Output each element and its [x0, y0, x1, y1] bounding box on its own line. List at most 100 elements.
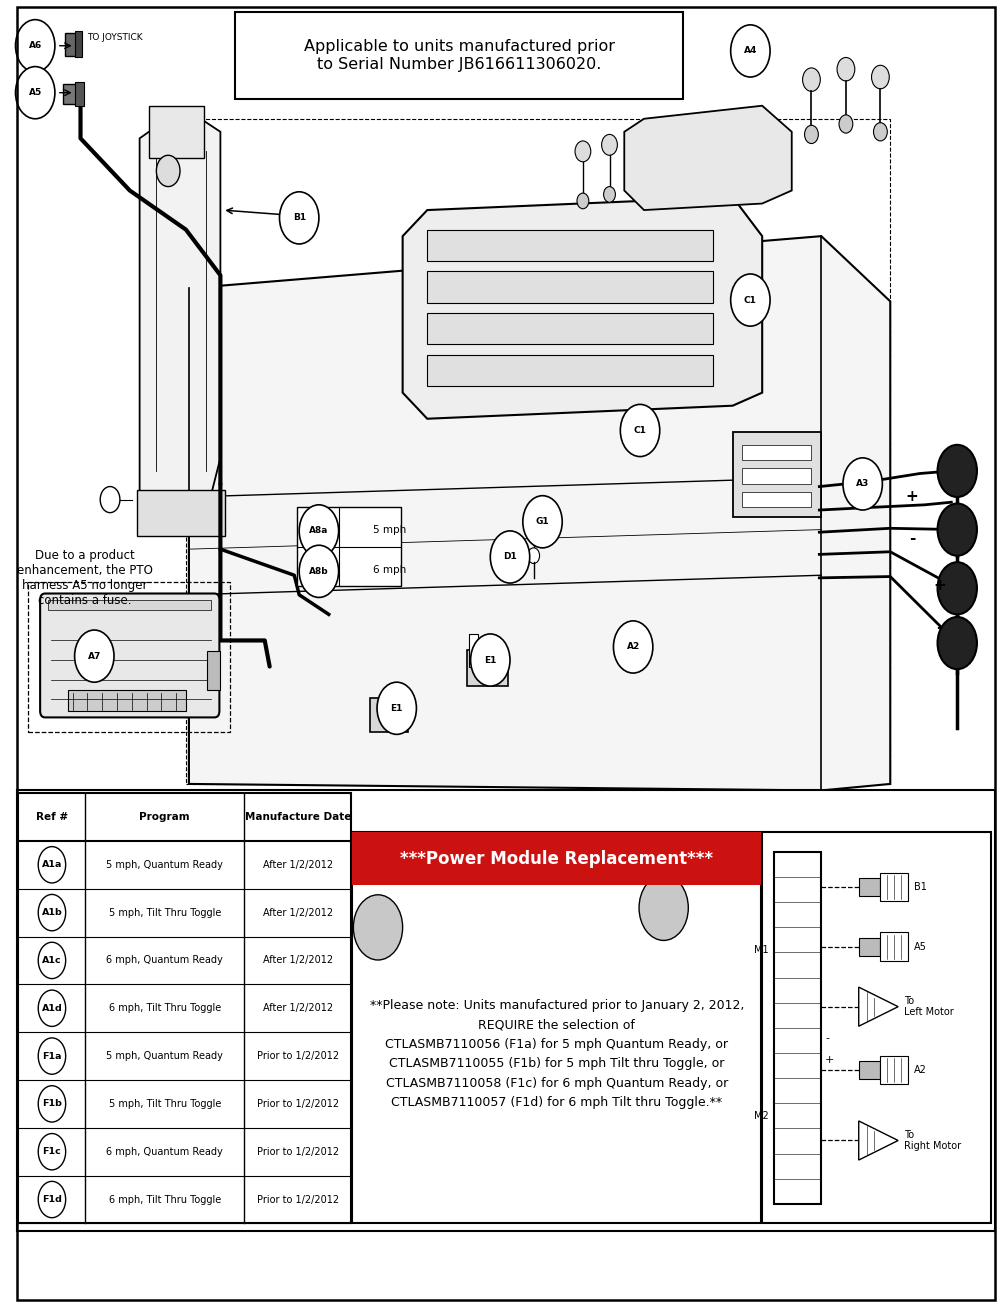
FancyBboxPatch shape	[40, 593, 219, 718]
Text: M1: M1	[754, 945, 769, 955]
Text: ***Power Module Replacement***: ***Power Module Replacement***	[400, 850, 713, 868]
Text: A6: A6	[29, 42, 42, 50]
Polygon shape	[403, 197, 762, 418]
Bar	[859, 1061, 880, 1080]
Circle shape	[620, 404, 660, 456]
Text: C1: C1	[744, 295, 757, 305]
Text: After 1/2/2012: After 1/2/2012	[263, 955, 333, 966]
Text: -: -	[825, 1034, 829, 1043]
Text: A5: A5	[914, 942, 927, 951]
Text: -: -	[909, 531, 915, 546]
Text: 6 mph: 6 mph	[373, 565, 406, 575]
Text: After 1/2/2012: After 1/2/2012	[263, 860, 333, 869]
Bar	[352, 833, 761, 1223]
Text: After 1/2/2012: After 1/2/2012	[263, 907, 333, 918]
Bar	[65, 33, 78, 56]
Circle shape	[299, 505, 339, 557]
Circle shape	[843, 457, 882, 510]
Bar	[260, 979, 742, 1110]
Bar	[352, 833, 761, 885]
Bar	[469, 634, 478, 667]
Text: Program: Program	[139, 812, 190, 822]
Text: 5 mph, Quantum Ready: 5 mph, Quantum Ready	[106, 1051, 223, 1061]
Bar	[28, 582, 230, 732]
Circle shape	[490, 531, 530, 583]
Circle shape	[610, 836, 718, 979]
Bar	[207, 651, 220, 690]
Circle shape	[604, 187, 615, 203]
Text: Prior to 1/2/2012: Prior to 1/2/2012	[257, 1051, 339, 1061]
Text: Manufacture Date: Manufacture Date	[245, 812, 351, 822]
Text: 6 mph, Tilt Thru Toggle: 6 mph, Tilt Thru Toggle	[109, 1004, 221, 1013]
Circle shape	[471, 634, 510, 686]
Text: F1d: F1d	[42, 1195, 62, 1204]
Circle shape	[575, 141, 591, 162]
Circle shape	[938, 444, 977, 497]
Text: C1: C1	[634, 426, 646, 435]
Circle shape	[839, 115, 853, 133]
Circle shape	[15, 67, 55, 119]
Text: A3: A3	[856, 480, 869, 489]
Circle shape	[38, 991, 66, 1026]
Text: E1: E1	[391, 703, 403, 712]
Bar	[297, 507, 401, 586]
Bar	[63, 84, 79, 105]
Text: 6 mph, Tilt Thru Toggle: 6 mph, Tilt Thru Toggle	[109, 1195, 221, 1205]
Text: Prior to 1/2/2012: Prior to 1/2/2012	[257, 1099, 339, 1108]
Circle shape	[805, 125, 818, 144]
Bar	[774, 852, 821, 1204]
Circle shape	[38, 894, 66, 931]
Bar	[742, 444, 811, 460]
Circle shape	[938, 617, 977, 669]
Polygon shape	[189, 237, 890, 791]
Circle shape	[837, 58, 855, 81]
Bar	[427, 354, 713, 386]
Bar	[427, 230, 713, 261]
Bar	[880, 1056, 908, 1085]
Polygon shape	[859, 1121, 898, 1161]
Polygon shape	[624, 106, 792, 210]
Text: B1: B1	[293, 213, 306, 222]
Circle shape	[874, 123, 887, 141]
Text: +: +	[825, 1055, 835, 1064]
Circle shape	[613, 621, 653, 673]
Circle shape	[353, 895, 403, 961]
Circle shape	[324, 856, 432, 999]
Circle shape	[938, 562, 977, 614]
Text: A5: A5	[29, 88, 42, 97]
Circle shape	[38, 1086, 66, 1123]
Circle shape	[528, 548, 540, 563]
Circle shape	[100, 486, 120, 512]
Circle shape	[577, 193, 589, 209]
Bar	[467, 650, 508, 686]
Text: A2: A2	[914, 1065, 927, 1076]
Bar	[48, 600, 211, 610]
Text: 6 mph, Quantum Ready: 6 mph, Quantum Ready	[106, 1146, 223, 1157]
Text: Applicable to units manufactured prior
to Serial Number JB616611306020.: Applicable to units manufactured prior t…	[304, 39, 615, 72]
Bar	[427, 314, 713, 345]
Bar	[17, 791, 995, 1231]
Circle shape	[38, 847, 66, 884]
Text: M2: M2	[754, 1111, 769, 1121]
Text: To
Left Motor: To Left Motor	[904, 996, 954, 1017]
Circle shape	[602, 135, 617, 156]
Circle shape	[639, 876, 688, 941]
Circle shape	[38, 1182, 66, 1218]
Text: A1b: A1b	[42, 908, 62, 918]
Circle shape	[299, 545, 339, 597]
Circle shape	[377, 682, 416, 735]
Text: 5 mph, Tilt Thru Toggle: 5 mph, Tilt Thru Toggle	[109, 1099, 221, 1108]
Text: Prior to 1/2/2012: Prior to 1/2/2012	[257, 1195, 339, 1205]
Text: F1a: F1a	[42, 1052, 62, 1060]
Text: 5 mph: 5 mph	[373, 524, 406, 535]
Text: To
Right Motor: To Right Motor	[904, 1129, 961, 1151]
Polygon shape	[140, 116, 220, 516]
Bar	[427, 272, 713, 303]
Bar	[742, 468, 811, 484]
Text: A1c: A1c	[42, 955, 62, 965]
Text: +: +	[906, 490, 918, 505]
Circle shape	[279, 192, 319, 244]
Circle shape	[585, 804, 742, 1012]
Bar	[186, 119, 890, 784]
Text: A8b: A8b	[309, 567, 329, 576]
